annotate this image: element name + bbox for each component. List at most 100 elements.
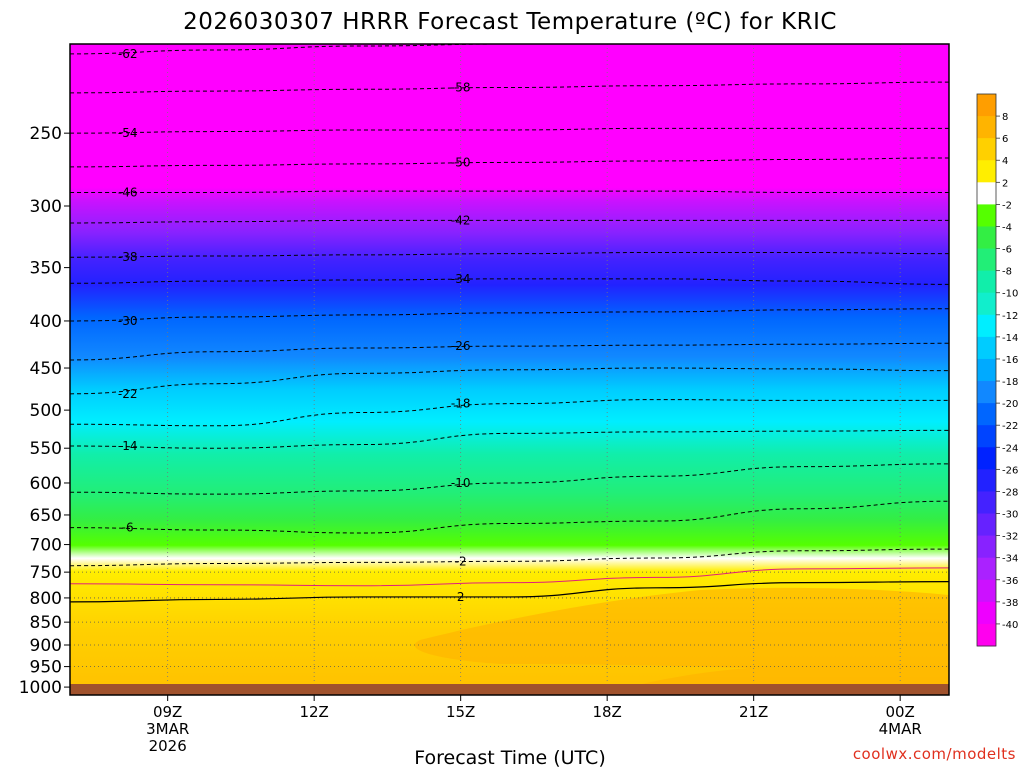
colorbar-label: -30 xyxy=(1002,510,1018,521)
colorbar-swatch xyxy=(977,116,996,139)
colorbar-swatch xyxy=(977,425,996,448)
colorbar-label: 6 xyxy=(1002,134,1008,145)
isotherm-label: -54 xyxy=(118,126,138,140)
colorbar-swatch xyxy=(977,601,996,625)
colorbar-swatch xyxy=(977,513,996,537)
ground-strip xyxy=(70,684,949,695)
isotherm-contours xyxy=(70,44,949,603)
colorbar-label: -10 xyxy=(1002,289,1018,300)
colorbar-label: -8 xyxy=(1002,267,1012,278)
colorbar-swatch xyxy=(977,469,996,492)
isotherm-label: -22 xyxy=(118,387,138,401)
colorbar: 8 6 4 2 -2 -4 -6 -8 -10 -12 -14 -16 -18 -20 -22 -24 -26 -… xyxy=(976,93,1018,647)
colorbar-label: -2 xyxy=(1002,200,1012,211)
colorbar-label: -14 xyxy=(1002,333,1018,344)
colorbar-swatch xyxy=(977,358,996,382)
y-tick-label: 550 xyxy=(30,439,62,459)
colorbar-swatch xyxy=(977,491,996,515)
colorbar-label: 2 xyxy=(1002,178,1008,189)
y-tick-label: 350 xyxy=(30,259,62,279)
colorbar-swatch xyxy=(977,403,996,426)
x-tick-label: 4MAR xyxy=(879,720,922,738)
colorbar-swatch xyxy=(977,138,996,161)
isotherm-label: -26 xyxy=(451,339,471,353)
colorbar-label: -24 xyxy=(1002,443,1018,454)
x-tick-label: 18Z xyxy=(592,703,621,721)
isotherm-label: -10 xyxy=(451,476,471,490)
isotherm-label: -58 xyxy=(451,80,471,94)
colorbar-label: -32 xyxy=(1002,532,1018,543)
isotherm-label: -2 xyxy=(455,554,467,568)
temperature-field xyxy=(70,44,949,695)
colorbar-swatch xyxy=(977,182,996,205)
y-axis-ticks: 250 300 350 400 450 500 550 600 650 700 750 800 850 9… xyxy=(19,124,70,698)
warm-core-region xyxy=(414,587,949,695)
colorbar-label: -6 xyxy=(1002,245,1012,256)
isotherm-labels: -62-58-54-50-46-42-38-34-30-26-22-18-14-… xyxy=(118,47,471,604)
isotherm-label: -46 xyxy=(118,185,138,199)
isotherm-label: -34 xyxy=(451,272,471,286)
colorbar-swatch xyxy=(977,535,996,559)
y-tick-label: 600 xyxy=(30,474,62,494)
x-tick-label: 09Z xyxy=(153,703,182,721)
isotherm-label: -30 xyxy=(118,314,138,328)
colorbar-swatch xyxy=(977,336,996,360)
isotherm-label: -42 xyxy=(451,213,471,227)
colorbar-swatch xyxy=(977,270,996,294)
colorbar-swatch xyxy=(977,314,996,338)
colorbar-swatch xyxy=(977,292,996,316)
colorbar-swatch xyxy=(977,381,996,404)
y-tick-label: 300 xyxy=(30,197,62,217)
x-tick-label: 3MAR xyxy=(146,720,189,738)
colorbar-swatch xyxy=(977,226,996,250)
colorbar-label: -18 xyxy=(1002,377,1018,388)
y-tick-label: 400 xyxy=(30,312,62,332)
colorbar-swatch xyxy=(977,447,996,470)
y-tick-label: 800 xyxy=(30,589,62,609)
colorbar-label: -40 xyxy=(1002,620,1018,631)
plot-frame xyxy=(69,43,950,696)
colorbar-label: -38 xyxy=(1002,598,1018,609)
colorbar-swatch xyxy=(977,160,996,183)
isotherm-label: 2 xyxy=(457,590,465,604)
y-tick-label: 650 xyxy=(30,506,62,526)
y-tick-label: 950 xyxy=(30,658,62,678)
colorbar-label: 4 xyxy=(1002,156,1008,167)
y-tick-label: 750 xyxy=(30,563,62,583)
colorbar-swatch xyxy=(977,94,996,117)
colorbar-label: -20 xyxy=(1002,399,1018,410)
colorbar-label: -36 xyxy=(1002,576,1018,587)
isotherm-label: -6 xyxy=(122,521,134,535)
y-tick-label: 1000 xyxy=(19,678,62,698)
isotherm-line xyxy=(70,581,949,603)
plot-area: -62-58-54-50-46-42-38-34-30-26-22-18-14-… xyxy=(70,44,949,695)
colorbar-frame xyxy=(976,93,997,647)
colorbar-label: -4 xyxy=(1002,222,1012,233)
isotherm-label: -62 xyxy=(118,47,138,61)
x-tick-label: 12Z xyxy=(299,703,328,721)
y-tick-label: 450 xyxy=(30,359,62,379)
colorbar-label: -34 xyxy=(1002,554,1018,565)
x-axis-label: Forecast Time (UTC) xyxy=(414,747,605,768)
isotherm-label: -14 xyxy=(118,439,138,453)
colorbar-label: 8 xyxy=(1002,112,1008,123)
colorbar-swatch xyxy=(977,557,996,581)
y-tick-label: 900 xyxy=(30,636,62,656)
colorbar-swatch xyxy=(977,623,996,647)
isotherm-label: -18 xyxy=(451,397,471,411)
y-tick-label: 500 xyxy=(30,401,62,421)
colorbar-swatch xyxy=(977,248,996,272)
y-tick-label: 850 xyxy=(30,613,62,633)
colorbar-label: -28 xyxy=(1002,487,1018,498)
colorbar-label: -12 xyxy=(1002,311,1018,322)
isotherm-line xyxy=(70,567,949,587)
colorbar-label: -26 xyxy=(1002,465,1018,476)
colorbar-swatch xyxy=(977,204,996,227)
y-tick-label: 700 xyxy=(30,536,62,556)
colorbar-swatch xyxy=(977,579,996,603)
isotherm-label: -38 xyxy=(118,250,138,264)
x-tick-label: 2026 xyxy=(149,737,187,755)
credit-text: coolwx.com/modelts xyxy=(853,745,1016,763)
